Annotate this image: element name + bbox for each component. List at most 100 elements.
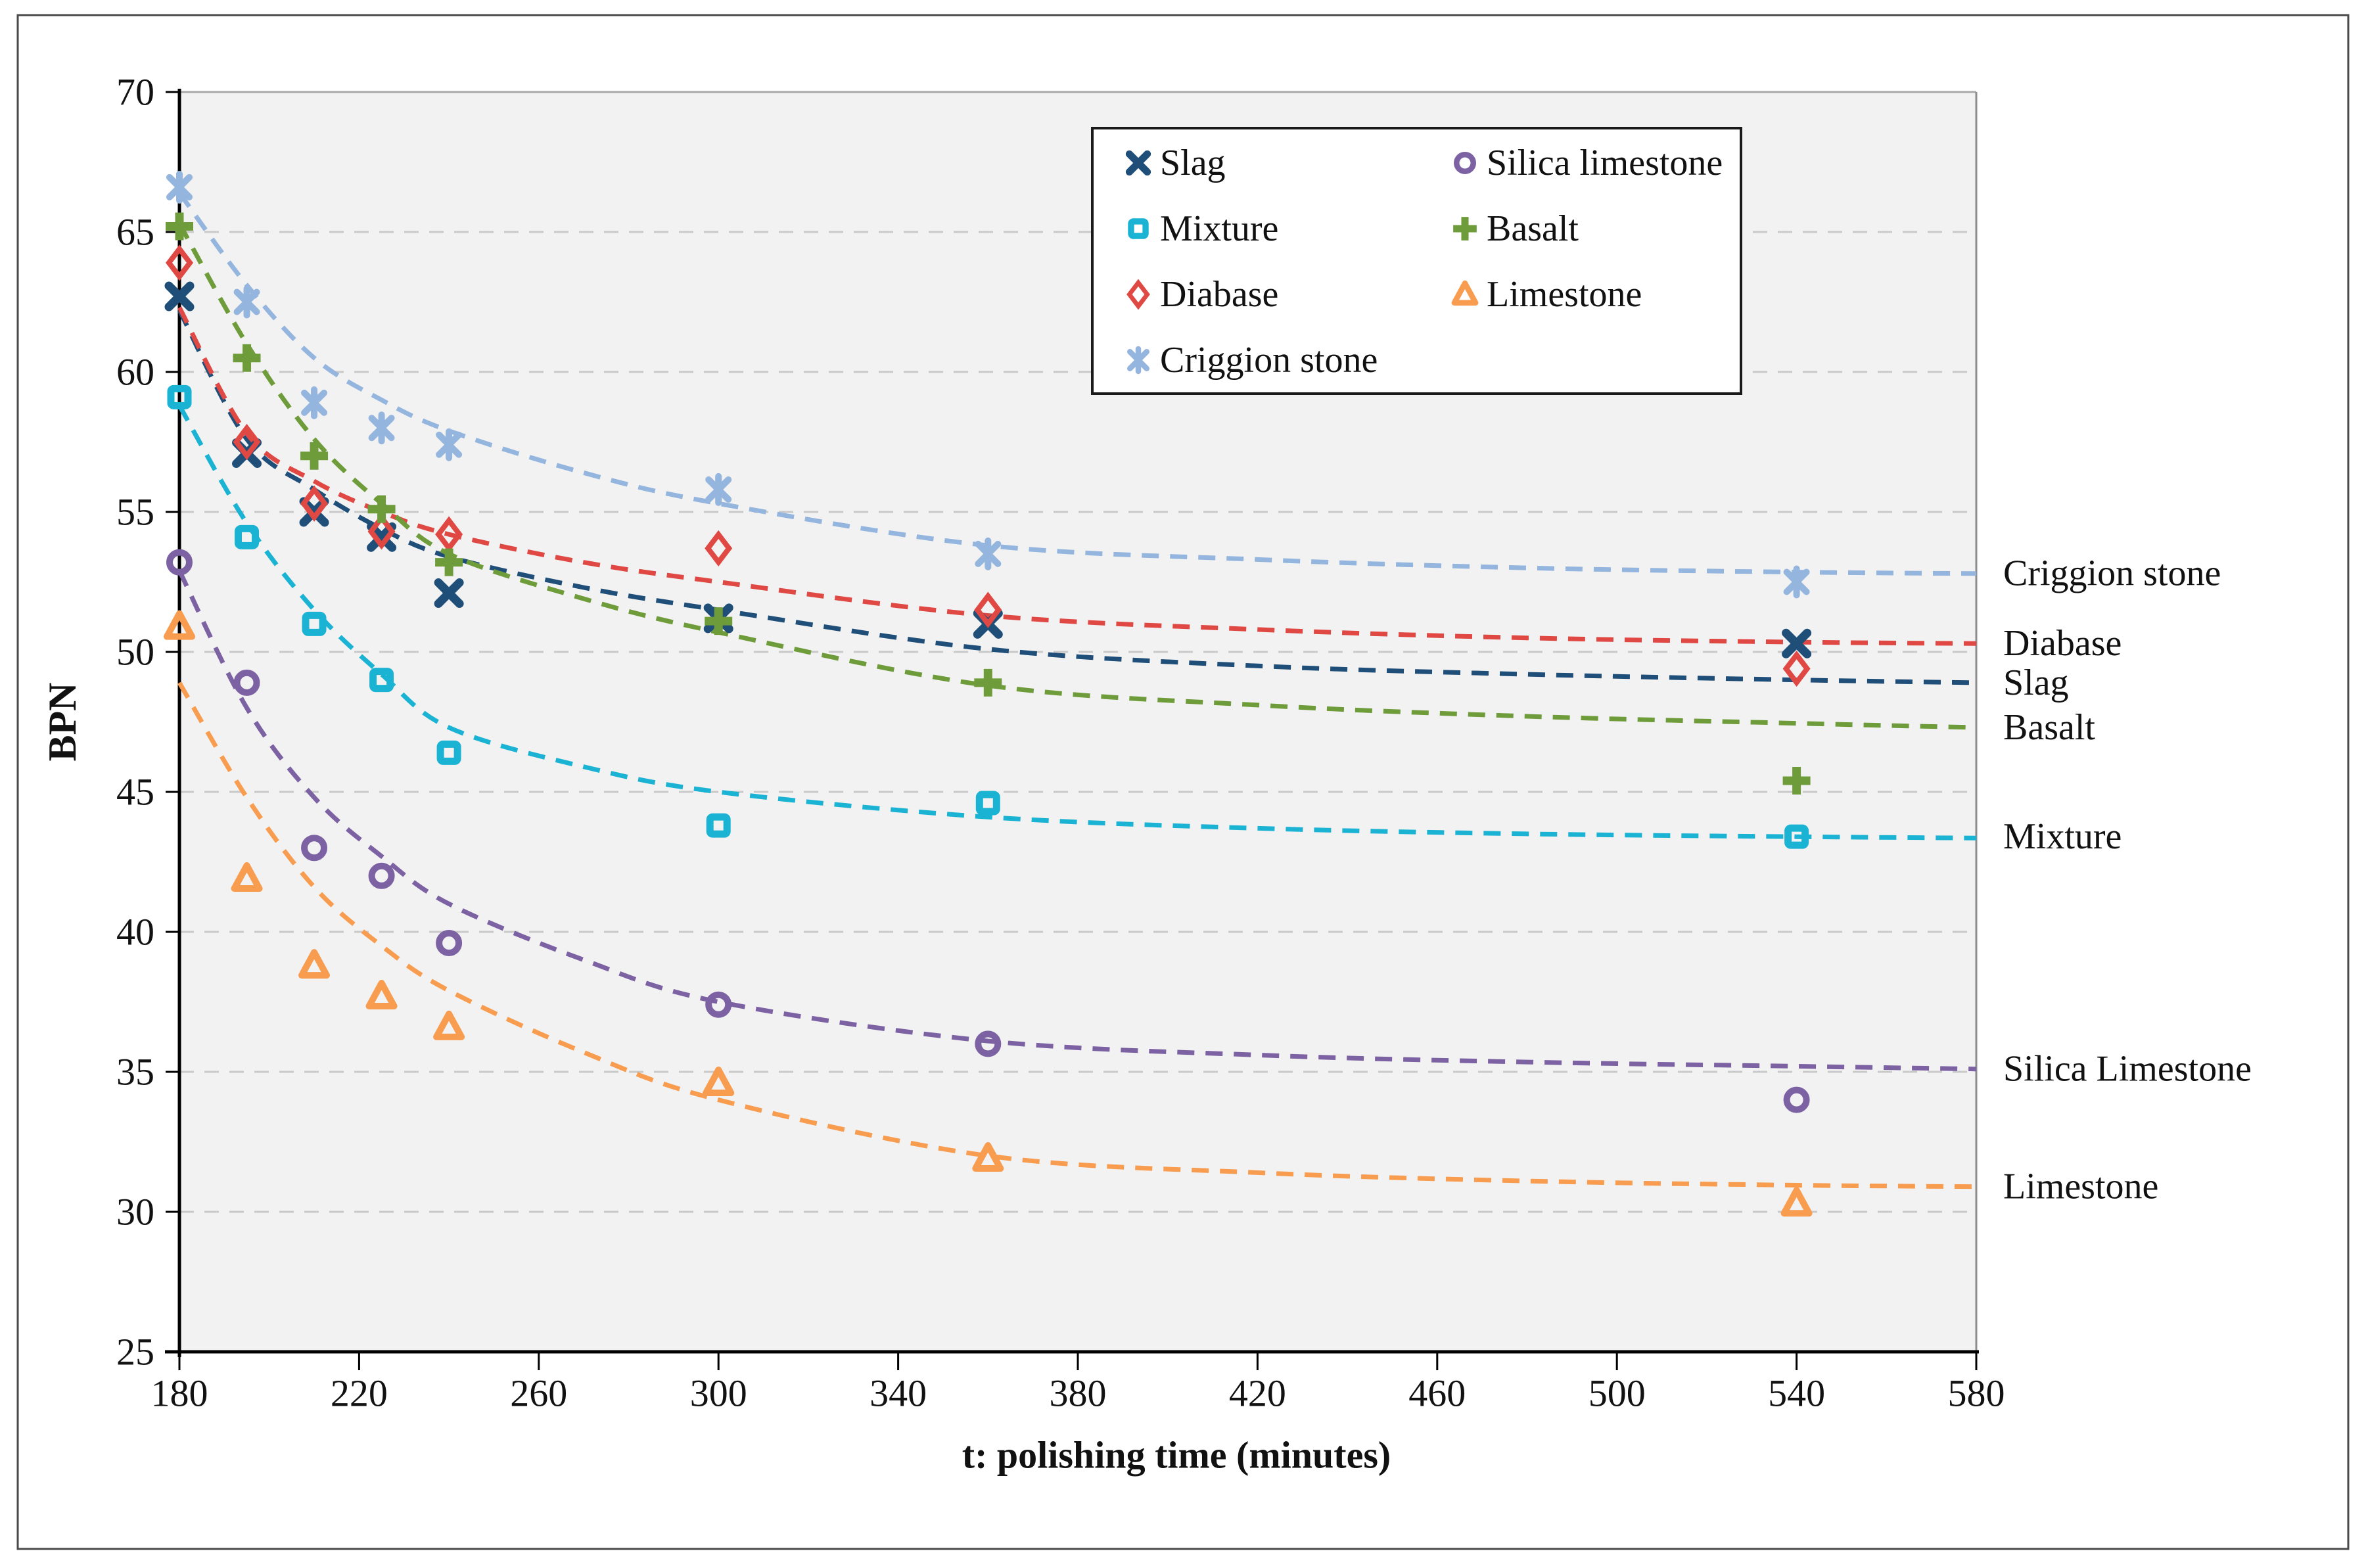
trendline-slag — [177, 309, 1977, 685]
y-axis-title: BPN — [41, 683, 84, 762]
legend-label-basalt: Basalt — [1487, 208, 1579, 249]
series-end-label-basalt: Basalt — [2003, 707, 2095, 748]
legend-label-diabase: Diabase — [1160, 274, 1278, 315]
legend-item-basalt: Basalt — [1453, 208, 1579, 249]
point-silica-t180 — [166, 549, 193, 576]
point-basalt-t210 — [300, 442, 329, 470]
x-axis-ticks: 180 220 260 300 340 380 420 460 500 540 580 — [151, 1352, 2005, 1415]
point-basalt-t360 — [974, 668, 1002, 697]
point-criggion-t240 — [436, 428, 463, 461]
point-basalt-t195 — [233, 344, 261, 372]
point-silica-t195 — [233, 669, 260, 696]
point-basalt-t540 — [1782, 766, 1811, 795]
y-tick-label-35: 35 — [116, 1051, 154, 1094]
y-tick-label-40: 40 — [116, 911, 154, 954]
point-diabase-t225 — [367, 513, 396, 550]
x-tick-label-460: 460 — [1408, 1372, 1466, 1415]
point-limestone-t240 — [433, 1010, 465, 1040]
x-tick-label-420: 420 — [1229, 1372, 1286, 1415]
series-end-label-mixture: Mixture — [2003, 816, 2122, 857]
point-diabase-t300 — [705, 530, 733, 566]
point-mixture-t240 — [436, 740, 461, 765]
legend-label-limestone: Limestone — [1487, 274, 1642, 315]
point-mixture-t540 — [1784, 824, 1809, 849]
trendline-silica — [177, 569, 1977, 1072]
trendline-criggion — [177, 191, 1977, 576]
y-tick-label-55: 55 — [116, 491, 154, 534]
x-tick-label-340: 340 — [870, 1372, 927, 1415]
y-tick-label-50: 50 — [116, 631, 154, 674]
legend-item-mixture: Mixture — [1128, 208, 1278, 249]
point-criggion-t210 — [301, 386, 328, 419]
point-basalt-t300 — [705, 607, 733, 635]
series-end-label-diabase: Diabase — [2003, 623, 2122, 664]
x-axis-title: t: polishing time (minutes) — [962, 1434, 1391, 1477]
legend-item-slag: Slag — [1125, 143, 1226, 183]
point-slag-t240 — [434, 578, 464, 609]
y-axis-title-group: BPN — [41, 683, 84, 762]
point-criggion-t195 — [233, 285, 260, 319]
legend-label-criggion: Criggion stone — [1160, 340, 1378, 380]
x-tick-label-220: 220 — [331, 1372, 388, 1415]
point-mixture-t225 — [369, 668, 394, 693]
point-mixture-t180 — [167, 384, 192, 409]
point-silica-t300 — [705, 991, 732, 1018]
series-end-label-slag: Slag — [2003, 662, 2069, 703]
point-diabase-t240 — [435, 516, 463, 553]
point-basalt-t240 — [435, 548, 463, 576]
point-slag-t180 — [164, 281, 195, 311]
x-tick-label-540: 540 — [1768, 1372, 1825, 1415]
point-criggion-t360 — [975, 537, 1002, 570]
y-tick-label-30: 30 — [116, 1191, 154, 1234]
legend-item-limestone: Limestone — [1451, 274, 1642, 315]
point-mixture-t210 — [302, 611, 327, 636]
series-markers-silica — [166, 549, 1810, 1113]
series-markers-mixture — [167, 384, 1809, 849]
point-criggion-t300 — [705, 473, 732, 506]
series-markers-basalt — [166, 212, 1811, 795]
x-tick-label-260: 260 — [510, 1372, 567, 1415]
series-markers-criggion — [166, 170, 1810, 599]
point-silica-t360 — [975, 1030, 1002, 1057]
point-slag-t540 — [1782, 628, 1812, 658]
point-criggion-t225 — [368, 411, 395, 445]
x-axis-title-group: t: polishing time (minutes) — [962, 1434, 1391, 1477]
series-end-label-limestone: Limestone — [2003, 1166, 2158, 1207]
legend-label-silica: Silica limestone — [1487, 143, 1723, 183]
point-basalt-t180 — [166, 212, 193, 241]
point-limestone-t180 — [164, 610, 195, 640]
point-silica-t210 — [301, 835, 328, 862]
point-diabase-t540 — [1782, 650, 1811, 687]
series-end-labels: Slag Mixture Diabase Criggion stone Silica L… — [2003, 553, 2252, 1207]
x-tick-label-180: 180 — [151, 1372, 208, 1415]
legend-item-silica: Silica limestone — [1454, 143, 1723, 183]
point-mixture-t360 — [975, 791, 1000, 816]
y-tick-label-45: 45 — [116, 771, 154, 814]
point-diabase-t210 — [300, 485, 329, 522]
y-axis-ticks: 25 30 35 40 45 50 55 60 65 70 — [116, 71, 179, 1373]
series-end-label-criggion: Criggion stone — [2003, 553, 2221, 594]
silica-legend-marker-icon — [1454, 152, 1476, 174]
legend-label-slag: Slag — [1160, 143, 1226, 183]
basalt-legend-marker-icon — [1453, 217, 1477, 241]
x-tick-label-300: 300 — [690, 1372, 747, 1415]
y-tick-label-60: 60 — [116, 351, 154, 394]
trendline-diabase — [177, 306, 1977, 646]
x-tick-label-500: 500 — [1589, 1372, 1646, 1415]
point-limestone-t195 — [231, 862, 263, 892]
legend-label-mixture: Mixture — [1160, 208, 1278, 249]
criggion-legend-marker-icon — [1127, 346, 1149, 375]
point-limestone-t360 — [972, 1142, 1004, 1172]
point-basalt-t225 — [367, 495, 396, 523]
point-criggion-t540 — [1783, 565, 1810, 599]
point-silica-t225 — [368, 862, 395, 889]
point-silica-t240 — [436, 930, 463, 957]
series-markers-limestone — [164, 610, 1813, 1217]
trendline-basalt — [177, 222, 1977, 730]
y-tick-label-65: 65 — [116, 211, 154, 254]
point-criggion-t180 — [166, 170, 193, 204]
point-limestone-t225 — [365, 979, 398, 1009]
mixture-legend-marker-icon — [1128, 218, 1149, 239]
